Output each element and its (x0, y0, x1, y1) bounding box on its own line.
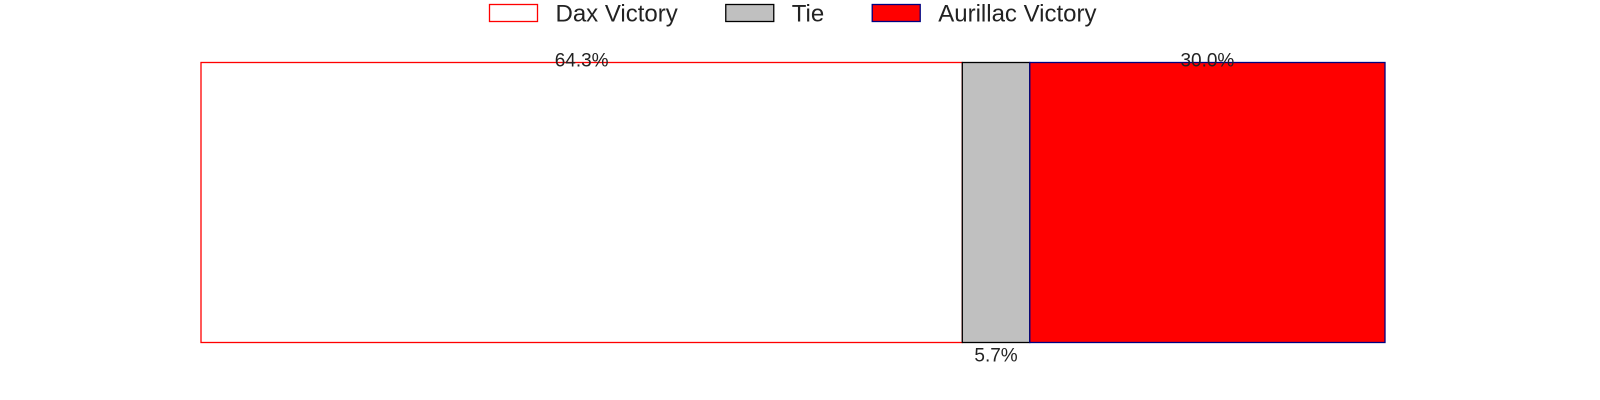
legend-label-tie: Tie (792, 1, 824, 28)
data-label-aurillac-victory: 30.0% (1180, 51, 1234, 72)
legend-swatch-aurillac-victory (871, 3, 921, 23)
legend-item-dax-victory: Dax Victory (488, 1, 678, 28)
legend-label-aurillac-victory: Aurillac Victory (938, 1, 1096, 28)
data-label-dax-victory: 64.3% (555, 51, 609, 72)
data-labels: 64.3% 5.7% 30.0% (555, 51, 1235, 367)
legend-swatch-tie (725, 3, 775, 23)
legend-item-tie: Tie (725, 1, 824, 28)
bar-segment-tie (961, 61, 1031, 344)
data-label-tie: 5.7% (974, 346, 1017, 367)
legend-swatch-dax-victory (488, 3, 539, 23)
bar-segment-aurillac-victory (1029, 61, 1386, 344)
bar-segments (200, 61, 1386, 344)
bar-segment-dax-victory (200, 61, 963, 344)
chart-legend: Dax Victory Tie Aurillac Victory (488, 1, 1097, 28)
legend-item-aurillac-victory: Aurillac Victory (871, 1, 1097, 28)
legend-label-dax-victory: Dax Victory (556, 1, 678, 28)
